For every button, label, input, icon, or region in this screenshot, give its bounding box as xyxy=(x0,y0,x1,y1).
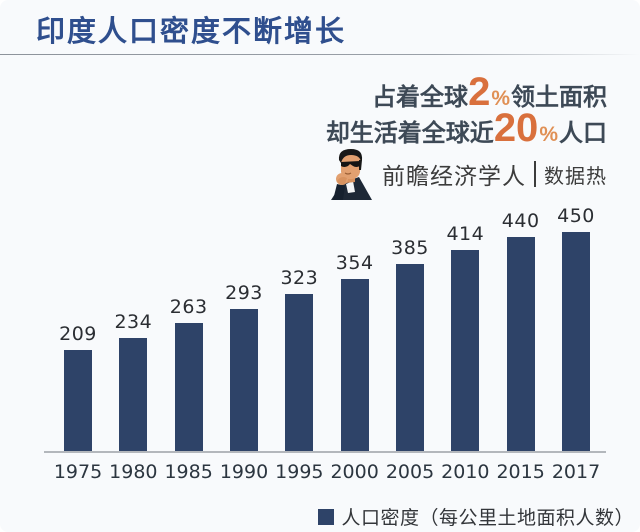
x-axis-label: 2005 xyxy=(385,461,435,483)
callout-line-territory: 占着全球 2% 领土面积 xyxy=(372,72,607,112)
callout-big-number: 2 xyxy=(468,70,491,114)
legend-label: 人口密度（每公里土地面积人数） xyxy=(341,508,634,529)
bar-value-label: 414 xyxy=(446,223,485,245)
bar-value-label: 209 xyxy=(59,323,97,345)
x-axis-label: 1990 xyxy=(219,461,269,483)
page-title: 印度人口密度不断增长 xyxy=(36,16,347,48)
x-axis-label: 2000 xyxy=(330,461,379,483)
x-axis-label: 2015 xyxy=(496,461,545,483)
bar-1995 xyxy=(285,294,314,452)
bar-1990 xyxy=(230,309,258,452)
bar-2015 xyxy=(506,237,535,452)
legend-swatch xyxy=(318,508,335,525)
bar-2005 xyxy=(396,264,424,452)
bar-value-label: 293 xyxy=(225,282,263,304)
x-axis-label: 1975 xyxy=(53,461,103,483)
callout-text: 却生活着全球近 xyxy=(325,120,494,147)
x-axis-line xyxy=(44,451,606,453)
bar-1980 xyxy=(119,338,148,452)
brand-tag: 数据热 xyxy=(544,165,607,188)
x-axis-label: 2017 xyxy=(551,461,601,483)
bar-value-label: 440 xyxy=(501,210,540,232)
bar-2000 xyxy=(340,279,369,452)
callout-text: 人口 xyxy=(559,120,607,147)
bar-value-label: 323 xyxy=(280,267,319,289)
bar-1975 xyxy=(64,350,92,452)
callout-text: 领土面积 xyxy=(511,84,607,111)
bar-value-label: 450 xyxy=(557,205,595,227)
callout-text: 占着全球 xyxy=(372,84,469,111)
x-axis-label: 1985 xyxy=(164,461,213,483)
bar-2017 xyxy=(562,232,590,452)
x-axis-label: 2010 xyxy=(441,461,490,483)
brand-divider xyxy=(534,161,536,187)
brand-name: 前瞻经济学人 xyxy=(382,163,526,189)
title-divider xyxy=(0,54,640,55)
bar-value-label: 354 xyxy=(335,252,374,274)
x-axis-label: 1980 xyxy=(109,461,158,483)
percent-sign: % xyxy=(539,123,558,146)
bar-1985 xyxy=(174,323,203,452)
x-axis-label: 1995 xyxy=(275,461,324,483)
callout-line-population: 却生活着全球近 20% 人口 xyxy=(326,108,607,148)
man-with-sunglasses-thinking-icon xyxy=(331,149,372,200)
callout-big-number: 20 xyxy=(493,106,539,150)
legend: 人口密度（每公里土地面积人数） xyxy=(318,503,634,530)
percent-sign: % xyxy=(491,87,510,110)
bar-value-label: 263 xyxy=(169,296,208,318)
bar-value-label: 234 xyxy=(114,311,153,333)
bar-2010 xyxy=(451,250,480,452)
brand-row: 前瞻经济学人 数据热 xyxy=(329,148,607,200)
bar-value-label: 385 xyxy=(391,237,429,259)
